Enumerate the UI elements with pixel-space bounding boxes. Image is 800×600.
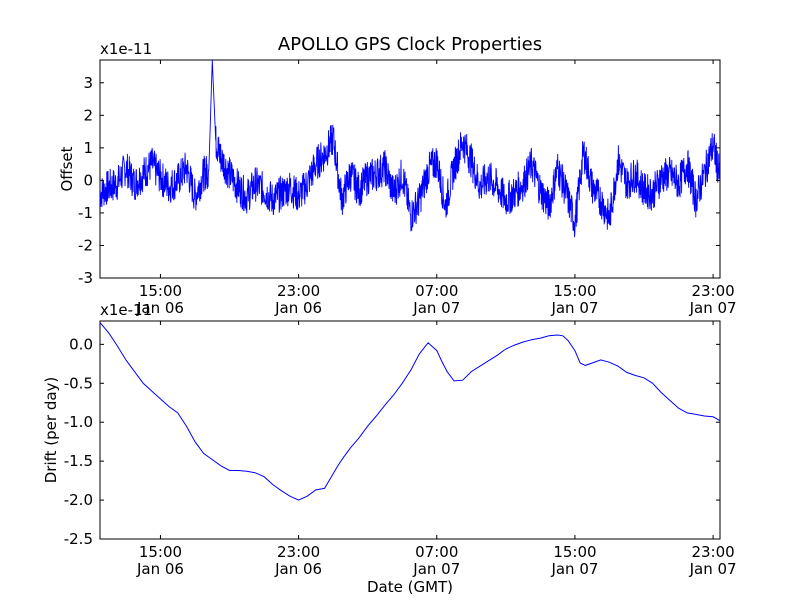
x-tick-date-label: Jan 07 xyxy=(412,560,460,578)
series-line-offset xyxy=(100,60,720,238)
y-multiplier-label: x1e-11 xyxy=(100,301,152,319)
plot-area-frame xyxy=(99,320,721,540)
x-tick-date-label: Jan 07 xyxy=(550,299,598,317)
x-tick-date-label: Jan 07 xyxy=(412,299,460,317)
y-tick-label: -0.5 xyxy=(64,374,93,392)
x-tick-time-label: 15:00 xyxy=(139,282,182,300)
x-tick-time-label: 23:00 xyxy=(691,282,734,300)
x-tick-time-label: 23:00 xyxy=(277,282,320,300)
y-tick-label: 0.0 xyxy=(69,335,93,353)
x-tick-time-label: 15:00 xyxy=(139,543,182,561)
y-tick-label: 1 xyxy=(83,139,93,157)
y-tick-label: -2.5 xyxy=(64,530,93,548)
y-tick-label: 3 xyxy=(83,74,93,92)
x-tick-date-label: Jan 07 xyxy=(689,299,737,317)
x-tick-date-label: Jan 06 xyxy=(274,299,322,317)
y-tick-label: -2.0 xyxy=(64,491,93,509)
chart-title: APOLLO GPS Clock Properties xyxy=(278,34,542,55)
y-tick-label: -1.5 xyxy=(64,452,93,470)
x-tick-time-label: 23:00 xyxy=(277,543,320,561)
y-tick-label: -2 xyxy=(78,236,93,254)
y-tick-label: 0 xyxy=(83,171,93,189)
x-tick-date-label: Jan 06 xyxy=(136,560,184,578)
x-tick-date-label: Jan 07 xyxy=(689,560,737,578)
x-axis-label: Date (GMT) xyxy=(367,578,453,596)
y-tick-label: -1 xyxy=(78,204,93,222)
x-tick-date-label: Jan 07 xyxy=(550,560,598,578)
x-tick-time-label: 07:00 xyxy=(415,282,458,300)
x-tick-date-label: Jan 06 xyxy=(274,560,322,578)
x-tick-date-label: Jan 06 xyxy=(136,299,184,317)
y-tick-label: -3 xyxy=(78,269,93,287)
series-line-drift xyxy=(100,322,720,501)
y-axis-label: Offset xyxy=(58,146,76,191)
x-tick-time-label: 07:00 xyxy=(415,543,458,561)
y-multiplier-label: x1e-11 xyxy=(100,40,152,58)
x-tick-time-label: 23:00 xyxy=(691,543,734,561)
x-tick-time-label: 15:00 xyxy=(553,282,596,300)
y-tick-label: 2 xyxy=(83,106,93,124)
y-tick-label: -1.0 xyxy=(64,413,93,431)
x-tick-time-label: 15:00 xyxy=(553,543,596,561)
y-axis-label: Drift (per day) xyxy=(42,377,60,484)
